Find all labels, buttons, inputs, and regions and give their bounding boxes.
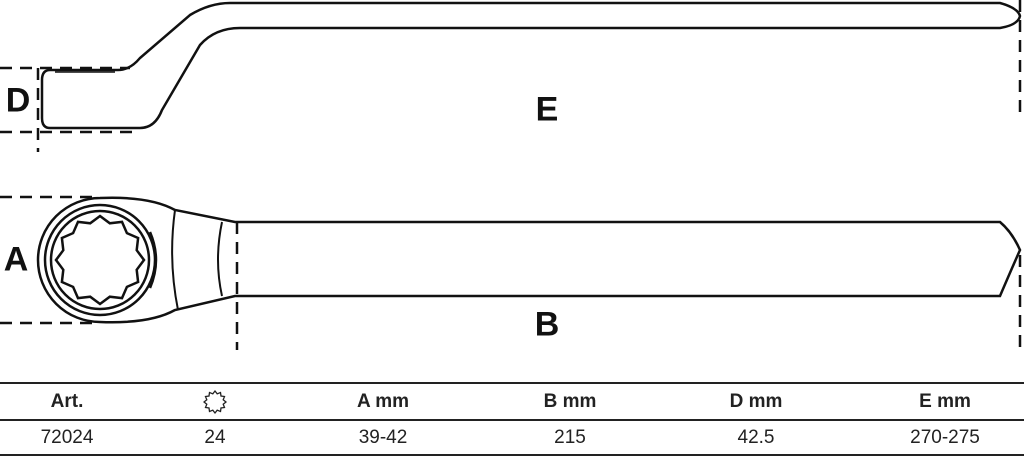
table-row: 72024 24 39-42 215 42.5 270-275 [0, 421, 1024, 455]
cell-d: 42.5 [737, 427, 775, 448]
label-b: B [534, 305, 560, 344]
spec-table: Art. A mm B mm D mm E mm 72024 24 39-42 … [0, 382, 1024, 456]
cell-art: 72024 [40, 427, 94, 448]
header-art: Art. [50, 390, 84, 412]
wrench-drawing [0, 0, 1022, 350]
header-d: D mm [729, 390, 783, 412]
cell-size: 24 [204, 427, 226, 448]
twelve-point-socket-icon [203, 389, 227, 415]
label-d: D [5, 81, 31, 120]
header-b: B mm [543, 390, 597, 412]
table-header-row: Art. A mm B mm D mm E mm [0, 384, 1024, 421]
dimension-lines [0, 0, 1022, 350]
twelve-point-opening [54, 214, 146, 306]
wrench-side-view [40, 1, 1022, 130]
header-e: E mm [919, 390, 971, 412]
cell-a: 39-42 [358, 427, 408, 448]
cell-b: 215 [554, 427, 586, 448]
cell-e: 270-275 [910, 427, 980, 448]
header-a: A mm [356, 390, 410, 412]
label-a: A [3, 240, 29, 279]
label-e: E [535, 90, 559, 129]
wrench-top-view [36, 196, 1022, 324]
